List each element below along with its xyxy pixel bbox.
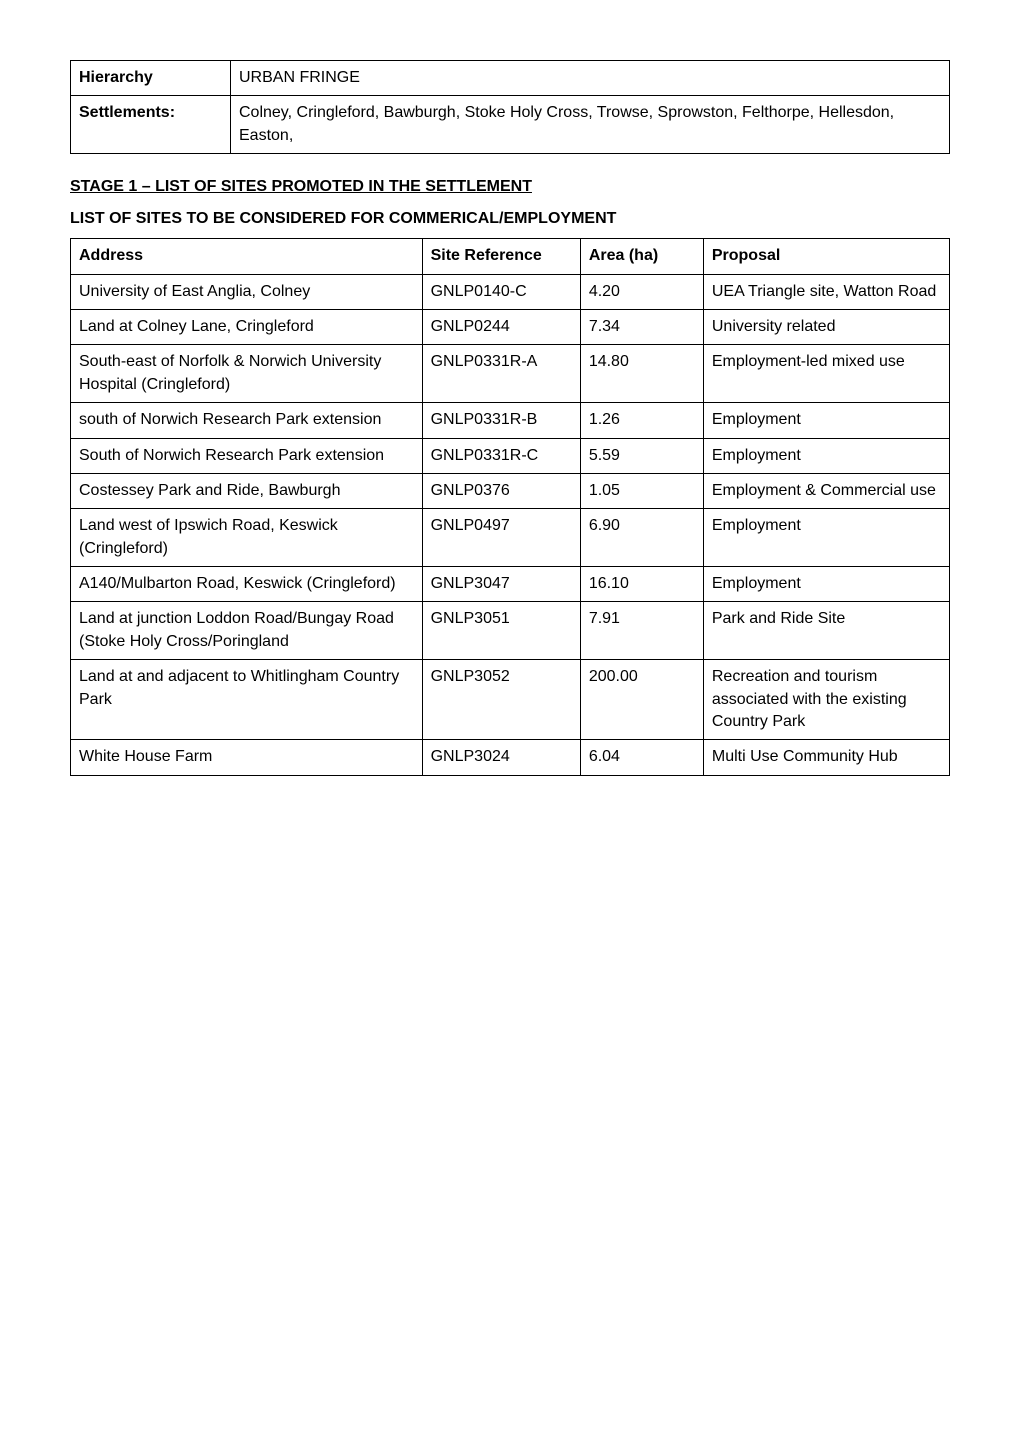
cell-proposal: Employment-led mixed use (703, 345, 949, 403)
table-row: Land at Colney Lane, Cringleford GNLP024… (71, 309, 950, 344)
cell-proposal: Employment & Commercial use (703, 473, 949, 508)
cell-proposal: Multi Use Community Hub (703, 740, 949, 775)
cell-proposal: UEA Triangle site, Watton Road (703, 274, 949, 309)
col-header-area: Area (ha) (580, 239, 703, 274)
cell-siteref: GNLP3024 (422, 740, 580, 775)
cell-siteref: GNLP0331R-A (422, 345, 580, 403)
cell-proposal: University related (703, 309, 949, 344)
table-head: Address Site Reference Area (ha) Proposa… (71, 239, 950, 274)
table-header-row: Address Site Reference Area (ha) Proposa… (71, 239, 950, 274)
cell-address: Land west of Ipswich Road, Keswick (Crin… (71, 509, 423, 567)
header-label: Hierarchy (71, 61, 231, 96)
cell-address: Costessey Park and Ride, Bawburgh (71, 473, 423, 508)
cell-area: 1.05 (580, 473, 703, 508)
cell-address: White House Farm (71, 740, 423, 775)
cell-area: 7.34 (580, 309, 703, 344)
cell-proposal: Park and Ride Site (703, 602, 949, 660)
cell-area: 14.80 (580, 345, 703, 403)
table-row: Costessey Park and Ride, Bawburgh GNLP03… (71, 473, 950, 508)
cell-proposal: Employment (703, 438, 949, 473)
table-row: Hierarchy URBAN FRINGE (71, 61, 950, 96)
table-row: Land west of Ipswich Road, Keswick (Crin… (71, 509, 950, 567)
table-row: south of Norwich Research Park extension… (71, 403, 950, 438)
table-row: White House Farm GNLP3024 6.04 Multi Use… (71, 740, 950, 775)
header-info-table: Hierarchy URBAN FRINGE Settlements: Coln… (70, 60, 950, 154)
table-row: Settlements: Colney, Cringleford, Bawbur… (71, 96, 950, 154)
table-row: Land at junction Loddon Road/Bungay Road… (71, 602, 950, 660)
cell-siteref: GNLP0331R-C (422, 438, 580, 473)
cell-siteref: GNLP0244 (422, 309, 580, 344)
cell-proposal: Recreation and tourism associated with t… (703, 660, 949, 740)
cell-area: 7.91 (580, 602, 703, 660)
cell-area: 6.90 (580, 509, 703, 567)
cell-area: 4.20 (580, 274, 703, 309)
header-value: URBAN FRINGE (231, 61, 950, 96)
cell-area: 5.59 (580, 438, 703, 473)
sub-heading: LIST OF SITES TO BE CONSIDERED FOR COMME… (70, 210, 950, 228)
cell-area: 200.00 (580, 660, 703, 740)
cell-area: 16.10 (580, 567, 703, 602)
cell-address: South of Norwich Research Park extension (71, 438, 423, 473)
header-value: Colney, Cringleford, Bawburgh, Stoke Hol… (231, 96, 950, 154)
cell-siteref: GNLP3052 (422, 660, 580, 740)
cell-address: south of Norwich Research Park extension (71, 403, 423, 438)
cell-address: University of East Anglia, Colney (71, 274, 423, 309)
cell-siteref: GNLP0497 (422, 509, 580, 567)
cell-siteref: GNLP0376 (422, 473, 580, 508)
col-header-proposal: Proposal (703, 239, 949, 274)
cell-siteref: GNLP0140-C (422, 274, 580, 309)
table-body: University of East Anglia, Colney GNLP01… (71, 274, 950, 775)
table-row: University of East Anglia, Colney GNLP01… (71, 274, 950, 309)
cell-proposal: Employment (703, 567, 949, 602)
cell-area: 1.26 (580, 403, 703, 438)
header-label: Settlements: (71, 96, 231, 154)
header-tbody: Hierarchy URBAN FRINGE Settlements: Coln… (71, 61, 950, 154)
table-row: A140/Mulbarton Road, Keswick (Cringlefor… (71, 567, 950, 602)
section-heading: STAGE 1 – LIST OF SITES PROMOTED IN THE … (70, 178, 950, 196)
col-header-siteref: Site Reference (422, 239, 580, 274)
cell-siteref: GNLP3051 (422, 602, 580, 660)
cell-siteref: GNLP3047 (422, 567, 580, 602)
table-row: Land at and adjacent to Whitlingham Coun… (71, 660, 950, 740)
cell-siteref: GNLP0331R-B (422, 403, 580, 438)
table-row: South of Norwich Research Park extension… (71, 438, 950, 473)
cell-proposal: Employment (703, 403, 949, 438)
cell-address: South-east of Norfolk & Norwich Universi… (71, 345, 423, 403)
sites-table: Address Site Reference Area (ha) Proposa… (70, 238, 950, 776)
cell-area: 6.04 (580, 740, 703, 775)
cell-address: Land at and adjacent to Whitlingham Coun… (71, 660, 423, 740)
table-row: South-east of Norfolk & Norwich Universi… (71, 345, 950, 403)
cell-address: Land at Colney Lane, Cringleford (71, 309, 423, 344)
cell-proposal: Employment (703, 509, 949, 567)
col-header-address: Address (71, 239, 423, 274)
cell-address: A140/Mulbarton Road, Keswick (Cringlefor… (71, 567, 423, 602)
cell-address: Land at junction Loddon Road/Bungay Road… (71, 602, 423, 660)
